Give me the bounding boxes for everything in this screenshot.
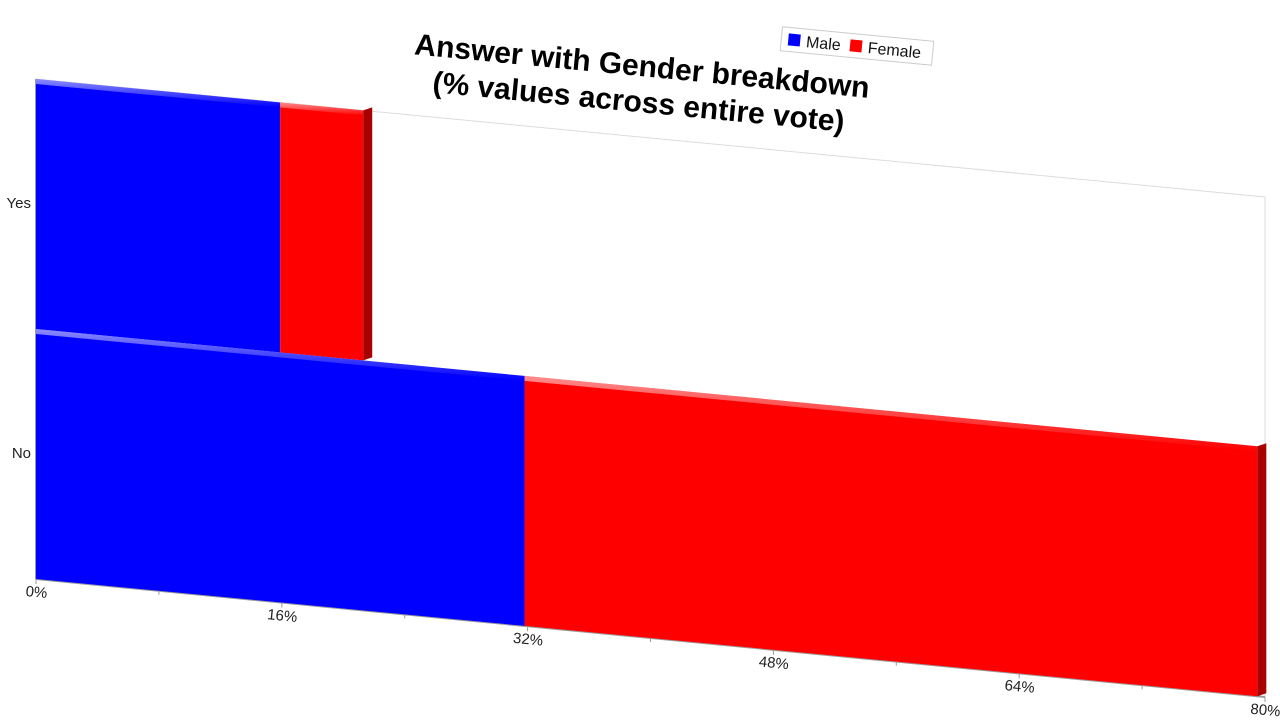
x-tick-label: 16% [266, 606, 298, 626]
x-tick-label: 64% [1004, 677, 1036, 697]
x-tick-label: 0% [25, 583, 48, 602]
bar-side-no-female [1257, 443, 1267, 697]
bar-no-female [524, 375, 1258, 697]
bar-top-yes-male [36, 79, 281, 108]
bar-top-no-female [524, 375, 1258, 452]
legend-label-male: Male [805, 34, 841, 54]
legend-swatch-female [849, 39, 863, 53]
x-tick-label: 32% [512, 630, 544, 650]
category-label-no: No [12, 445, 31, 462]
bar-top-yes-female [280, 102, 364, 116]
bar-side-yes-female [363, 107, 373, 361]
category-labels: Yes No [7, 195, 31, 462]
category-label-yes: Yes [7, 195, 31, 212]
bar-top-no-male [36, 329, 525, 381]
bar-yes-male [36, 79, 281, 353]
bar-no-male [36, 329, 525, 626]
x-tick-label: 48% [758, 653, 790, 673]
x-ticks-layer: 0% 16% 32% 48% 64% 80% [25, 579, 1280, 720]
x-tick-label: 80% [1250, 701, 1280, 720]
legend-swatch-male [787, 33, 801, 47]
legend: Male Female [779, 26, 935, 66]
bar-yes-female [280, 102, 364, 361]
legend-label-female: Female [867, 40, 922, 62]
bars-layer [36, 79, 1267, 697]
